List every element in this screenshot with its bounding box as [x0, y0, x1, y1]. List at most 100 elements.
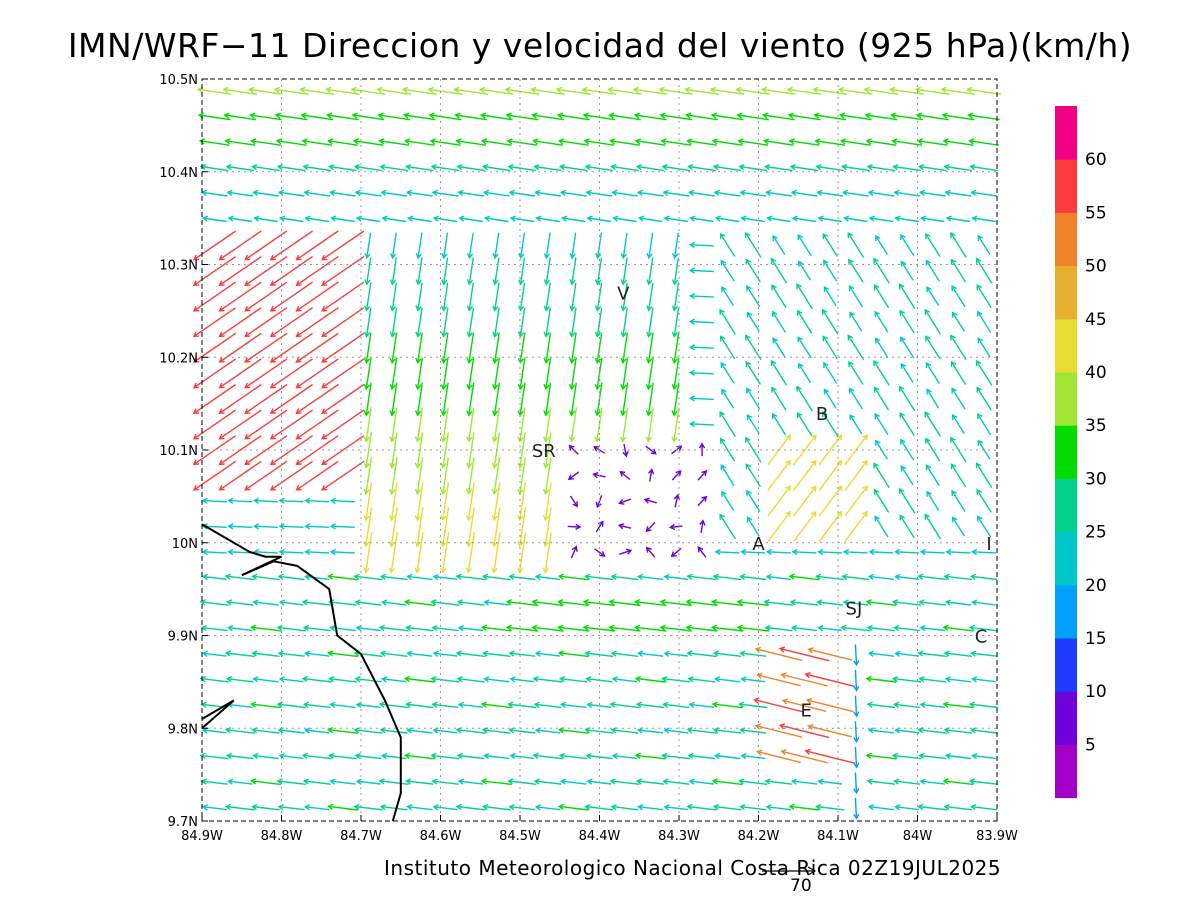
wind-vector-head: [491, 541, 498, 548]
wind-vector-head: [244, 357, 251, 363]
wind-vector: [571, 232, 577, 259]
wind-vector: [844, 485, 868, 517]
wind-vector: [200, 754, 229, 760]
wind-vector: [406, 626, 434, 632]
wind-vector: [816, 805, 845, 811]
wind-vector: [848, 361, 864, 385]
wind-vector: [467, 482, 475, 521]
wind-vector: [714, 191, 741, 197]
wind-vector: [647, 332, 654, 363]
wind-vector: [637, 165, 665, 172]
wind-vector-head: [753, 697, 760, 704]
wind-vector: [621, 407, 629, 442]
wind-vector-head: [950, 463, 957, 470]
wind-vector-head: [804, 672, 811, 679]
wind-vector: [584, 601, 615, 607]
wind-vector: [721, 389, 735, 409]
wind-vector: [944, 729, 973, 734]
wind-vector: [899, 515, 915, 539]
wind-vector-head: [543, 462, 550, 469]
colorbar-label: 10: [1085, 682, 1107, 702]
wind-vector-head: [543, 436, 550, 443]
colorbar-label: 55: [1085, 203, 1107, 223]
x-tick-label: 83.9W: [976, 829, 1018, 844]
wind-vector: [609, 601, 641, 607]
wind-vector-head: [363, 357, 371, 365]
wind-vector-head: [457, 189, 464, 196]
wind-vector: [244, 256, 288, 286]
wind-vector-head: [432, 215, 439, 222]
colorbar-label: 5: [1085, 735, 1096, 755]
wind-vector-head: [673, 493, 681, 501]
wind-vector-head: [505, 598, 512, 606]
wind-vector: [536, 729, 561, 734]
wind-vector-head: [823, 286, 830, 293]
coastline: [201, 699, 235, 729]
wind-vector: [720, 233, 736, 257]
wind-vector-head: [251, 803, 258, 811]
wind-vector: [416, 407, 424, 442]
wind-vector-head: [611, 752, 618, 760]
wind-vector-head: [378, 701, 385, 708]
wind-vector-head: [295, 408, 302, 414]
wind-vector-head: [950, 334, 956, 341]
wind-vector: [305, 652, 330, 657]
wind-vector-head: [269, 433, 276, 440]
wind-vector: [943, 140, 974, 146]
wind-vector-head: [745, 334, 751, 341]
wind-vector: [714, 575, 742, 581]
wind-vector: [468, 407, 475, 442]
wind-vector-head: [301, 138, 308, 145]
wind-vector-head: [862, 510, 868, 517]
wind-vector-head: [891, 138, 898, 145]
wind-vector-head: [482, 189, 490, 196]
wind-vector-head: [711, 701, 718, 708]
wind-vector: [950, 232, 967, 258]
wind-vector: [405, 677, 435, 683]
wind-vector-head: [719, 232, 726, 240]
wind-vector-head: [378, 138, 385, 145]
wind-vector-head: [269, 485, 276, 491]
wind-vector-head: [517, 541, 524, 548]
wind-vector: [791, 601, 819, 606]
wind-vector: [570, 407, 578, 442]
wind-vector: [740, 652, 767, 657]
wind-vector: [721, 491, 735, 511]
wind-vector-head: [711, 778, 718, 785]
wind-vector: [894, 780, 921, 785]
wind-vector: [609, 114, 641, 121]
wind-vector-head: [543, 331, 550, 338]
wind-vector: [406, 780, 434, 785]
wind-vector-head: [250, 701, 257, 708]
wind-vector-head: [507, 701, 514, 708]
y-tick-label: 9.7N: [168, 815, 198, 830]
wind-vector: [926, 286, 940, 307]
wind-vector-head: [714, 215, 722, 222]
wind-vector-head: [507, 163, 514, 171]
wind-vector: [219, 256, 262, 286]
wind-vector: [844, 551, 868, 554]
wind-vector-head: [862, 434, 868, 441]
wind-vector-head: [926, 490, 932, 497]
wind-vector: [390, 457, 398, 494]
wind-vector-head: [762, 112, 769, 119]
wind-vector: [228, 780, 253, 785]
wind-vector: [842, 165, 870, 172]
wind-vector-head: [968, 624, 976, 632]
wind-vector-head: [593, 446, 600, 452]
wind-vector: [442, 357, 449, 390]
wind-vector: [946, 678, 971, 683]
wind-vector: [817, 191, 844, 197]
wind-vector-head: [599, 551, 606, 557]
wind-vector: [506, 114, 539, 121]
wind-vector: [468, 257, 474, 285]
wind-vector-head: [192, 357, 199, 363]
wind-vector: [619, 471, 631, 481]
wind-vector: [365, 457, 373, 494]
wind-vector: [854, 772, 858, 793]
wind-vector-head: [893, 778, 900, 785]
wind-vector: [443, 232, 449, 259]
wind-vector-head: [299, 86, 306, 94]
wind-vector-head: [466, 305, 473, 312]
wind-vector: [493, 482, 501, 521]
